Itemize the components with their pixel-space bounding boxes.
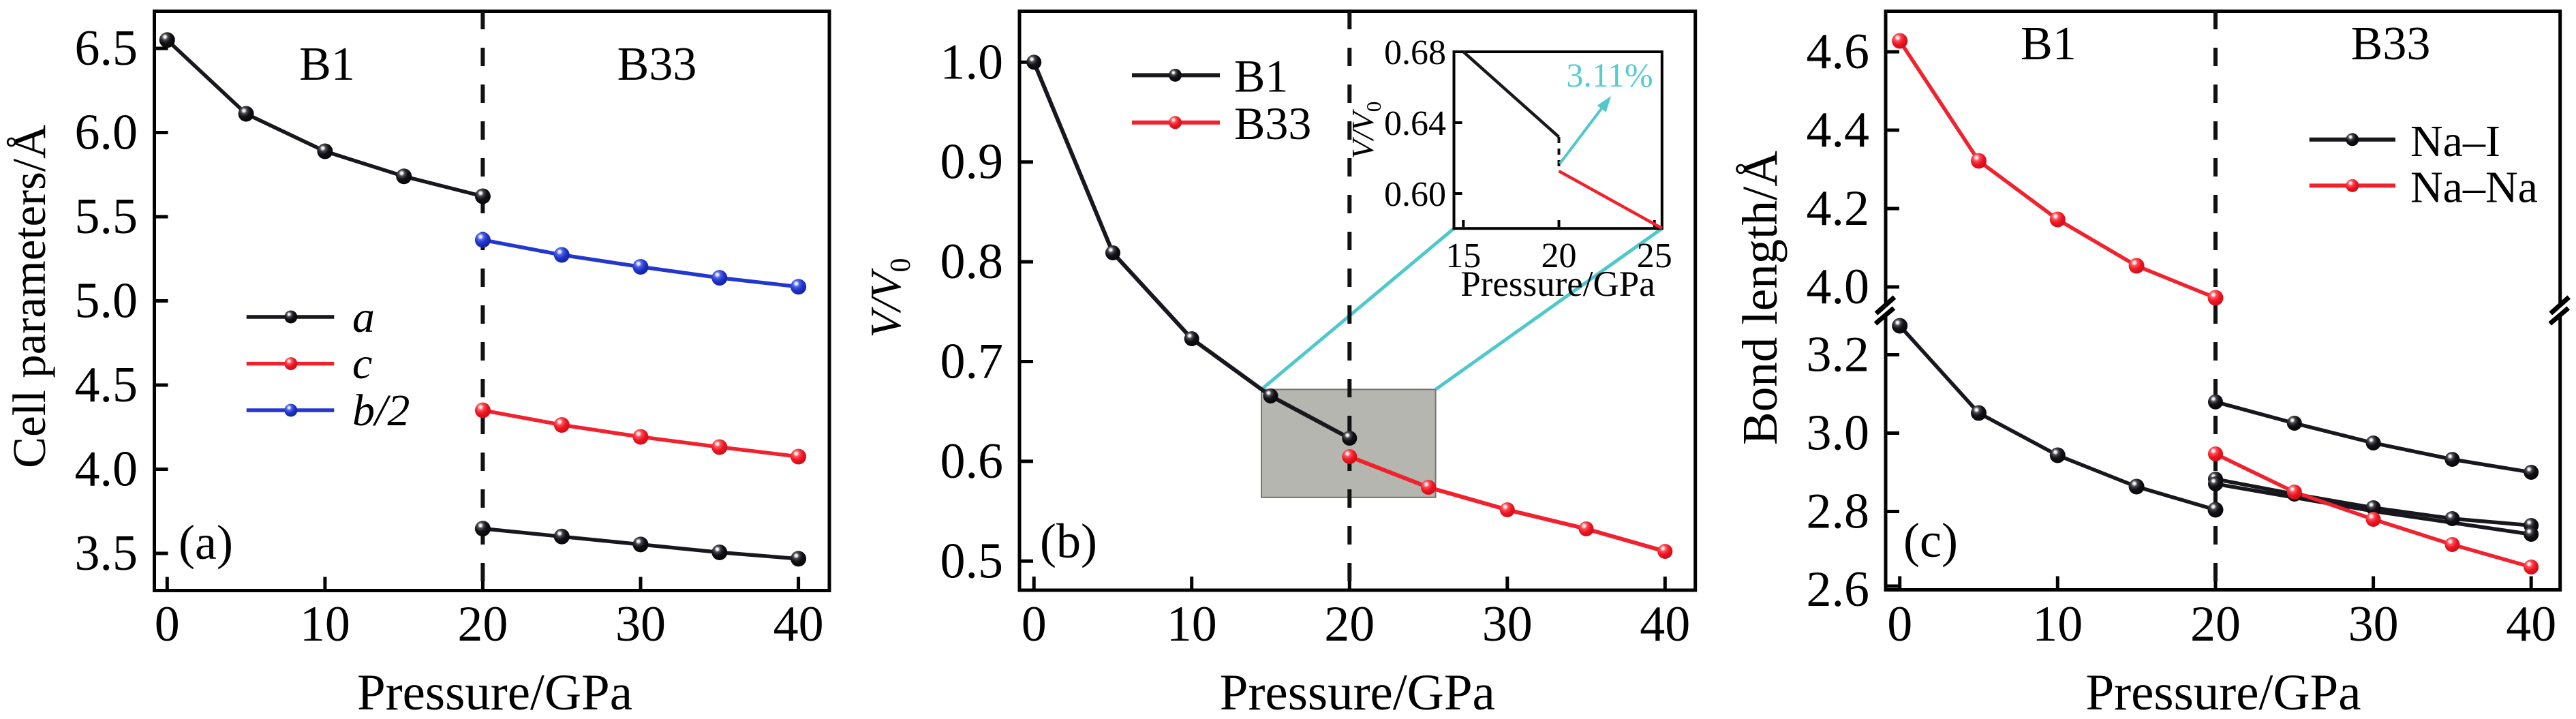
svg-text:30: 30 [1482,596,1533,652]
svg-text:2.6: 2.6 [1807,562,1870,617]
svg-text:B33: B33 [1234,97,1311,149]
svg-text:1.0: 1.0 [940,34,1004,90]
svg-text:0.6: 0.6 [940,433,1004,489]
svg-text:0.60: 0.60 [1384,175,1446,214]
svg-text:Na–I: Na–I [2410,117,2500,166]
svg-text:20: 20 [457,596,508,652]
svg-text:4.4: 4.4 [1807,102,1870,158]
svg-text:5.0: 5.0 [75,273,138,329]
svg-text:0.9: 0.9 [940,134,1004,190]
svg-text:0.64: 0.64 [1384,104,1446,143]
svg-text:Pressure/GPa: Pressure/GPa [2085,664,2361,719]
svg-text:a: a [352,292,375,342]
svg-text:10: 10 [2032,596,2083,652]
svg-text:Pressure/GPa: Pressure/GPa [1220,664,1495,719]
svg-text:10: 10 [1167,596,1217,652]
svg-text:3.11%: 3.11% [1566,56,1653,94]
svg-text:5.5: 5.5 [75,189,138,245]
svg-text:40: 40 [1640,596,1690,652]
svg-text:3.5: 3.5 [75,525,138,581]
svg-text:30: 30 [2348,596,2399,652]
svg-text:0.5: 0.5 [940,533,1004,589]
svg-text:20: 20 [1324,596,1375,652]
svg-text:4.0: 4.0 [1807,259,1870,315]
svg-text:3.0: 3.0 [1807,406,1870,461]
svg-text:(a): (a) [179,515,233,570]
svg-text:4.6: 4.6 [1807,24,1870,80]
svg-text:2.8: 2.8 [1807,484,1870,540]
svg-text:B1: B1 [299,38,355,91]
svg-text:c: c [352,339,372,388]
svg-text:4.5: 4.5 [75,357,138,413]
svg-text:30: 30 [615,596,666,652]
svg-text:(c): (c) [1903,513,1958,568]
svg-text:0.68: 0.68 [1384,33,1446,72]
svg-text:Pressure/GPa: Pressure/GPa [1460,264,1655,304]
svg-text:B1: B1 [2021,18,2076,70]
svg-text:b/2: b/2 [352,386,410,435]
svg-text:V/V0: V/V0 [1345,102,1385,159]
svg-text:25: 25 [1637,236,1672,275]
svg-text:4.2: 4.2 [1807,181,1870,236]
svg-text:0: 0 [155,596,180,652]
svg-text:40: 40 [2506,596,2556,652]
svg-text:40: 40 [773,596,824,652]
svg-text:4.0: 4.0 [75,442,138,498]
svg-text:Pressure/GPa: Pressure/GPa [357,664,632,719]
svg-text:6.5: 6.5 [75,20,138,76]
svg-text:6.0: 6.0 [75,105,138,161]
svg-text:B1: B1 [1234,50,1288,102]
svg-text:Bond length/Å: Bond length/Å [1732,151,1788,445]
svg-text:3.2: 3.2 [1807,327,1870,383]
svg-text:20: 20 [2190,596,2241,652]
svg-text:20: 20 [1542,236,1577,275]
svg-text:0.7: 0.7 [940,334,1004,390]
svg-text:0.8: 0.8 [940,234,1004,290]
svg-text:B33: B33 [617,38,697,91]
svg-text:(b): (b) [1040,514,1097,568]
svg-text:0: 0 [1887,596,1912,652]
svg-text:B33: B33 [2351,18,2431,70]
svg-text:10: 10 [300,596,350,652]
svg-text:0: 0 [1022,596,1047,652]
svg-text:15: 15 [1445,236,1481,275]
svg-text:Na–Na: Na–Na [2410,162,2538,212]
svg-text:Cell parameters/Å: Cell parameters/Å [3,125,55,468]
